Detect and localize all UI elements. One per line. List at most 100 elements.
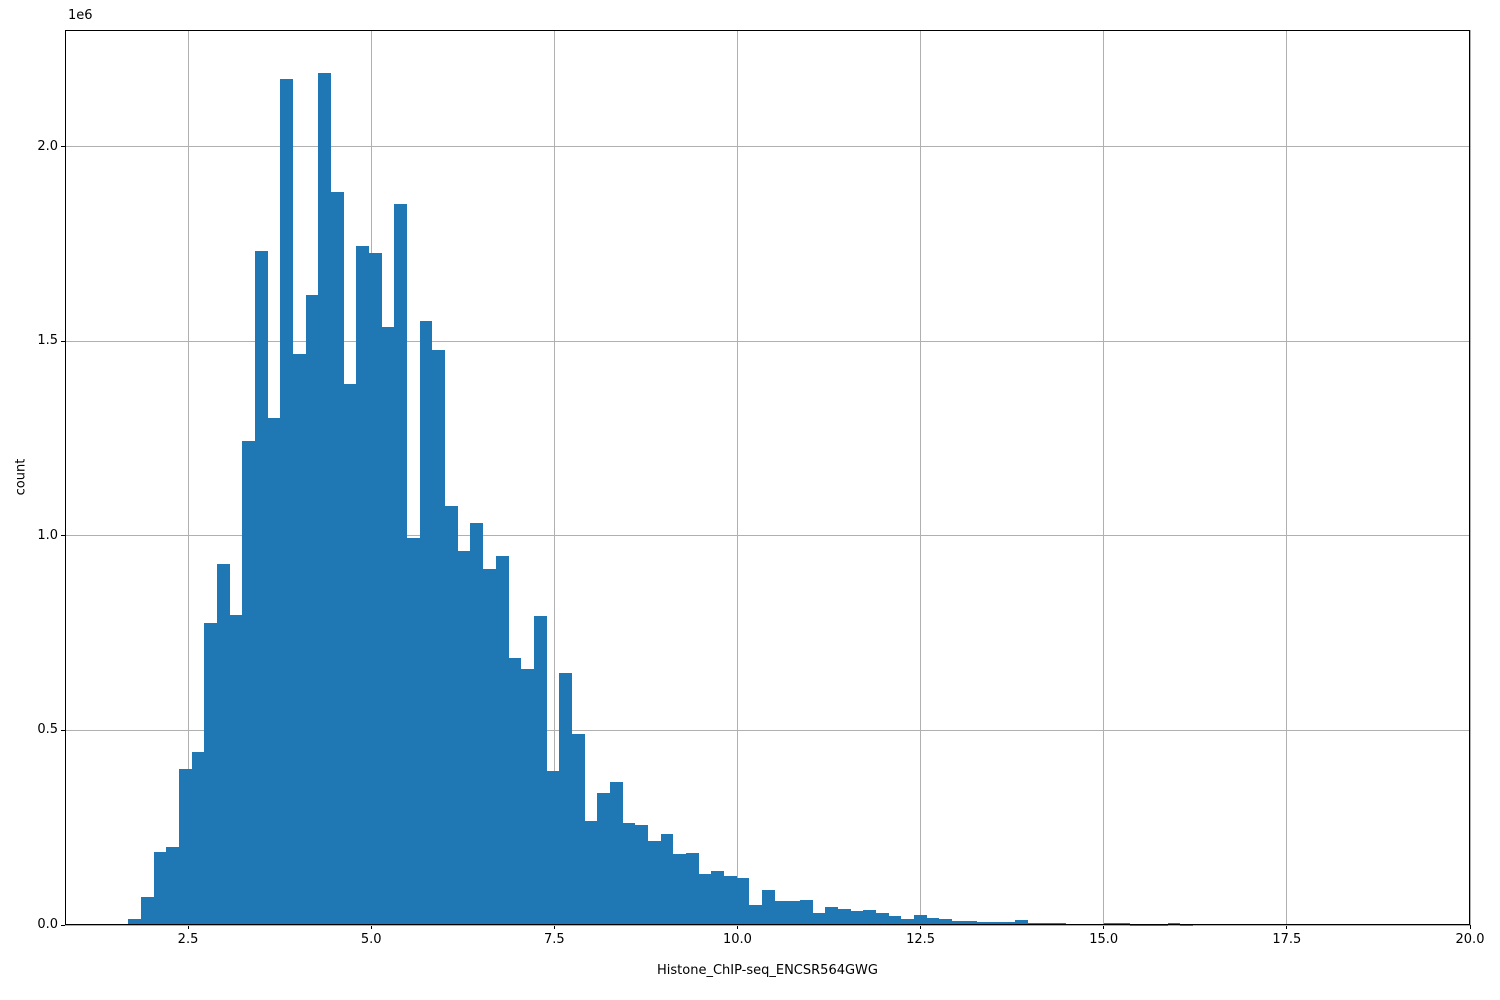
histogram-bar bbox=[939, 919, 953, 925]
histogram-bar bbox=[128, 919, 141, 925]
y-tick-mark bbox=[61, 729, 65, 731]
x-gridline bbox=[1103, 30, 1105, 925]
x-gridline bbox=[187, 30, 189, 925]
histogram-bar bbox=[293, 354, 306, 925]
histogram-bar bbox=[432, 350, 446, 925]
histogram-bar bbox=[204, 623, 218, 925]
histogram-bar bbox=[888, 915, 902, 925]
histogram-bar bbox=[217, 563, 230, 925]
histogram-bar bbox=[229, 614, 243, 925]
y-tick-mark bbox=[61, 535, 65, 537]
histogram-bar bbox=[546, 770, 560, 925]
x-tick-label: 10.0 bbox=[722, 932, 752, 947]
histogram-bar bbox=[990, 922, 1003, 925]
x-axis-spine bbox=[65, 924, 1470, 925]
right-spine bbox=[1469, 30, 1470, 925]
histogram-bar bbox=[521, 669, 534, 925]
x-gridline bbox=[736, 30, 738, 925]
histogram-bar bbox=[825, 907, 839, 925]
x-gridline bbox=[1469, 30, 1471, 925]
histogram-bar bbox=[571, 733, 585, 925]
x-tick-mark bbox=[370, 925, 372, 929]
histogram-bar bbox=[280, 79, 294, 925]
histogram-bar bbox=[381, 326, 395, 925]
histogram-bar bbox=[863, 909, 877, 925]
histogram-bar bbox=[926, 918, 940, 925]
histogram-bar bbox=[1015, 919, 1029, 925]
histogram-bar bbox=[331, 192, 344, 925]
histogram-bar bbox=[597, 793, 610, 925]
histogram-bar bbox=[419, 321, 433, 925]
histogram-bar bbox=[495, 555, 509, 925]
histogram-bar bbox=[166, 847, 179, 925]
histogram-bar bbox=[977, 922, 991, 925]
y-gridline bbox=[65, 535, 1470, 537]
histogram-bar bbox=[343, 384, 357, 925]
x-tick-label: 17.5 bbox=[1272, 932, 1302, 947]
histogram-bar bbox=[457, 551, 471, 925]
histogram-bar bbox=[838, 909, 851, 925]
histogram-bar bbox=[660, 833, 674, 925]
histogram-bar bbox=[508, 657, 522, 925]
histogram-bar bbox=[242, 440, 256, 925]
y-tick-label: 1.5 bbox=[37, 333, 58, 349]
histogram-bar bbox=[470, 522, 484, 925]
x-tick-label: 2.5 bbox=[177, 932, 199, 947]
histogram-bar bbox=[140, 896, 154, 925]
y-tick-label: 1.0 bbox=[37, 527, 58, 543]
y-tick-mark bbox=[61, 924, 65, 926]
histogram-bar bbox=[153, 851, 167, 925]
y-gridline bbox=[65, 340, 1470, 342]
x-gridline bbox=[920, 30, 922, 925]
histogram-bar bbox=[761, 889, 775, 925]
histogram-bar bbox=[774, 900, 788, 925]
y-tick-label: 0.5 bbox=[37, 722, 58, 738]
x-tick-mark bbox=[553, 925, 555, 929]
histogram-bar bbox=[736, 878, 750, 925]
histogram-bar bbox=[787, 901, 800, 925]
histogram-bar bbox=[723, 875, 737, 925]
histogram-bar bbox=[445, 505, 458, 925]
histogram-bar bbox=[901, 919, 915, 925]
histogram-bar bbox=[850, 910, 864, 925]
x-tick-mark bbox=[1103, 925, 1105, 929]
histogram-bar bbox=[876, 912, 889, 925]
x-gridline bbox=[553, 30, 555, 925]
x-tick-label: 7.5 bbox=[543, 932, 565, 947]
x-tick-label: 12.5 bbox=[906, 932, 936, 947]
y-gridline bbox=[65, 729, 1470, 731]
histogram-bar bbox=[673, 854, 686, 925]
y-axis-offset-text: 1e6 bbox=[68, 8, 93, 23]
y-gridline bbox=[65, 146, 1470, 148]
histogram-bar bbox=[559, 673, 572, 925]
x-gridline bbox=[1286, 30, 1288, 925]
x-axis-label: Histone_ChIP-seq_ENCSR564GWG bbox=[657, 963, 878, 978]
histogram-bar bbox=[749, 905, 762, 925]
y-tick-mark bbox=[61, 146, 65, 148]
x-tick-label: 15.0 bbox=[1089, 932, 1119, 947]
histogram-bar bbox=[179, 768, 192, 925]
top-spine bbox=[65, 30, 1470, 31]
x-tick-mark bbox=[1469, 925, 1471, 929]
histogram-bar bbox=[964, 920, 978, 925]
histogram-bar bbox=[584, 820, 598, 925]
y-tick-label: 2.0 bbox=[37, 138, 58, 154]
histogram-bar bbox=[685, 853, 699, 925]
histogram-bar bbox=[800, 899, 813, 925]
histogram-bar bbox=[305, 294, 319, 925]
histogram-bar bbox=[812, 912, 826, 925]
x-tick-mark bbox=[920, 925, 922, 929]
x-tick-label: 20.0 bbox=[1455, 932, 1485, 947]
y-gridline bbox=[65, 924, 1470, 926]
x-tick-mark bbox=[736, 925, 738, 929]
histogram-bar bbox=[318, 73, 332, 925]
histogram-bar bbox=[622, 823, 636, 925]
histogram-bar bbox=[407, 537, 420, 925]
histogram-bar bbox=[1002, 922, 1016, 925]
y-tick-mark bbox=[61, 340, 65, 342]
histogram-bar bbox=[191, 751, 205, 925]
plot-area bbox=[65, 30, 1471, 926]
y-axis-spine bbox=[65, 30, 66, 925]
histogram-bar bbox=[533, 616, 547, 925]
